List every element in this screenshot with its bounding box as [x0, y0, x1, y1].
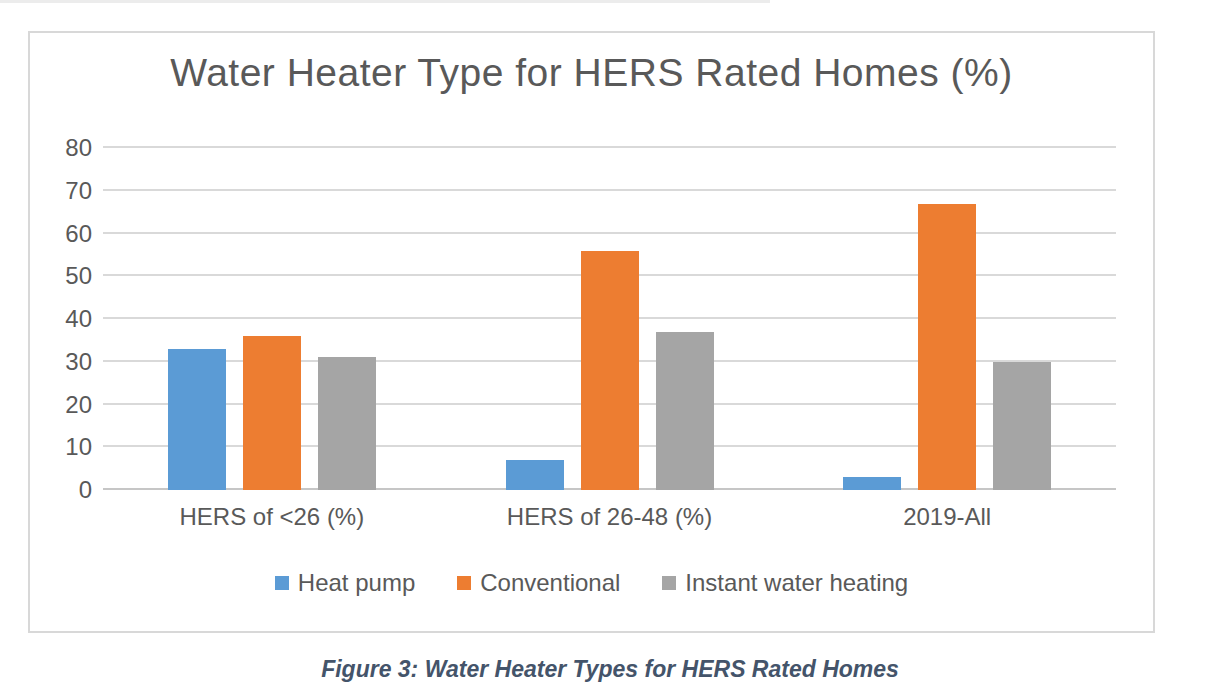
legend-item: Instant water heating: [662, 569, 908, 597]
legend-swatch-icon: [275, 576, 289, 590]
legend-swatch-icon: [662, 576, 676, 590]
y-tick-label: 40: [65, 307, 92, 331]
bar-conventional: [243, 336, 301, 490]
x-tick-label: 2019-All: [778, 503, 1116, 531]
y-tick-label: 50: [65, 264, 92, 288]
bar-instant-water-heating: [318, 357, 376, 490]
bar-heat-pump: [168, 349, 226, 490]
bar-instant-water-heating: [993, 362, 1051, 490]
legend-label: Instant water heating: [685, 569, 908, 597]
y-tick-label: 80: [65, 136, 92, 160]
bar-groups: [103, 148, 1116, 490]
chart-frame: Water Heater Type for HERS Rated Homes (…: [28, 31, 1155, 633]
legend-label: Heat pump: [298, 569, 415, 597]
x-axis-labels: HERS of <26 (%)HERS of 26-48 (%)2019-All: [103, 503, 1116, 531]
bar-instant-water-heating: [656, 332, 714, 490]
page-edge-artifact: [0, 0, 770, 3]
bar-group: [778, 148, 1116, 490]
y-axis: 01020304050607080: [30, 148, 92, 490]
legend: Heat pump Conventional Instant water heati…: [30, 569, 1153, 597]
chart-title: Water Heater Type for HERS Rated Homes (…: [30, 51, 1153, 95]
figure-caption: Figure 3: Water Heater Types for HERS Ra…: [0, 656, 1220, 683]
x-tick-label: HERS of <26 (%): [103, 503, 441, 531]
y-tick-label: 70: [65, 179, 92, 203]
y-tick-label: 10: [65, 435, 92, 459]
legend-swatch-icon: [457, 576, 471, 590]
legend-item: Heat pump: [275, 569, 415, 597]
bar-heat-pump: [843, 477, 901, 490]
legend-label: Conventional: [480, 569, 620, 597]
bar-conventional: [918, 204, 976, 490]
bar-group: [441, 148, 779, 490]
y-tick-label: 30: [65, 350, 92, 374]
bar-group: [103, 148, 441, 490]
y-tick-label: 0: [79, 478, 92, 502]
y-tick-label: 20: [65, 393, 92, 417]
bar-conventional: [581, 251, 639, 490]
bar-heat-pump: [506, 460, 564, 490]
page: Water Heater Type for HERS Rated Homes (…: [0, 0, 1220, 694]
plot-area: [103, 148, 1116, 490]
x-tick-label: HERS of 26-48 (%): [441, 503, 779, 531]
y-tick-label: 60: [65, 222, 92, 246]
legend-item: Conventional: [457, 569, 620, 597]
